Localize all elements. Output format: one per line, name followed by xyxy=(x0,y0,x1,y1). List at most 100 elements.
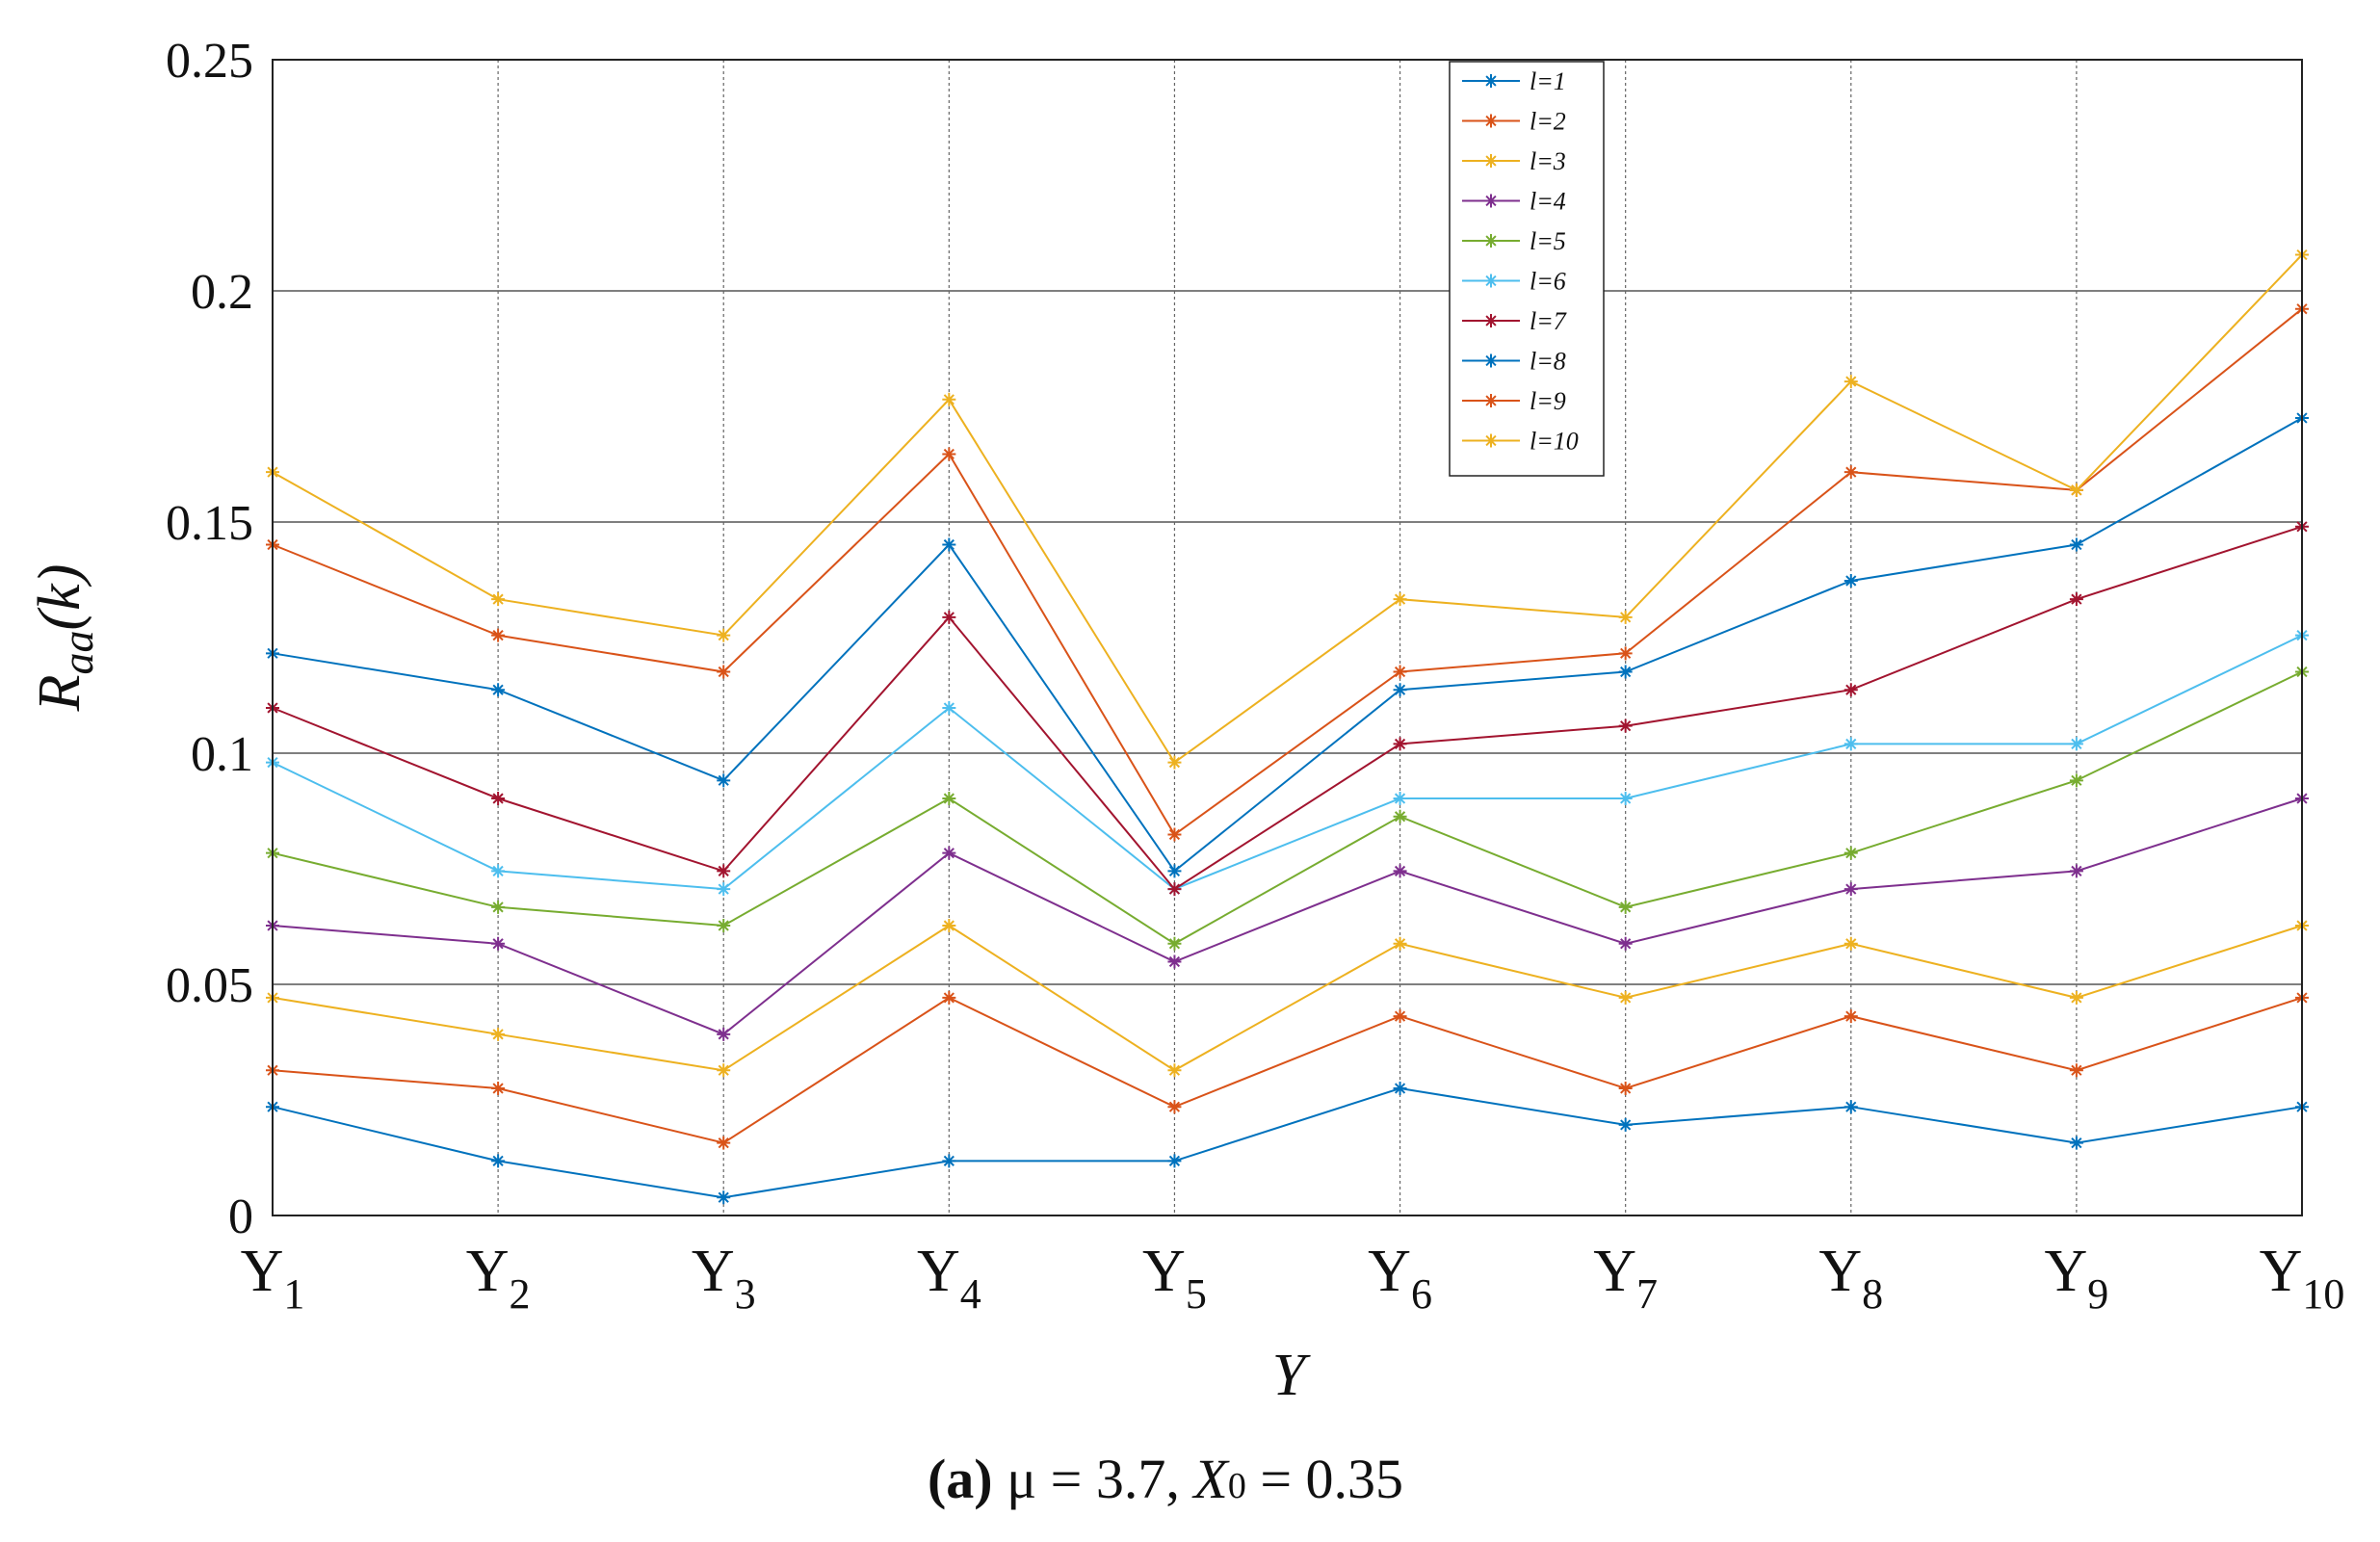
data-point xyxy=(1393,792,1407,806)
legend-swatch-marker xyxy=(1484,433,1498,448)
legend-swatch-marker xyxy=(1484,194,1498,208)
x-tick-label: Y10 xyxy=(2260,1239,2345,1318)
legend-swatch-marker xyxy=(1484,394,1498,407)
data-point xyxy=(2069,1063,2083,1078)
data-point xyxy=(491,1154,506,1168)
data-point xyxy=(942,610,956,624)
y-tick-label: 0 xyxy=(228,1189,253,1244)
data-point xyxy=(942,447,956,461)
x-tick-label: Y4 xyxy=(917,1239,981,1318)
y-axis-title-sub: aa xyxy=(53,630,102,674)
x-tick-label: Y3 xyxy=(692,1239,756,1318)
y-tick-label: 0.05 xyxy=(166,958,253,1013)
data-point xyxy=(1393,737,1407,751)
x-tick-sub: 5 xyxy=(1186,1270,1207,1318)
data-point xyxy=(2069,483,2083,497)
data-point xyxy=(717,1063,731,1078)
data-point xyxy=(1618,990,1633,1005)
data-point xyxy=(491,864,506,878)
data-point xyxy=(491,1082,506,1095)
x-tick-sub: 1 xyxy=(283,1270,304,1318)
x-tick-labels: Y1 Y2 Y3 Y4 Y5 Y6 Y7 Y8 Y9 Y10 xyxy=(241,1239,2345,1318)
data-point xyxy=(1167,936,1182,951)
caption-var: X xyxy=(1191,1448,1230,1510)
data-point xyxy=(1618,719,1633,733)
data-point xyxy=(491,683,506,697)
x-tick-base: Y xyxy=(466,1239,510,1304)
x-tick-label: Y1 xyxy=(241,1239,305,1318)
data-point xyxy=(1844,846,1858,860)
data-point xyxy=(942,919,956,933)
data-point xyxy=(1844,1009,1858,1024)
series-line xyxy=(272,417,2303,873)
legend-label: l=8 xyxy=(1530,348,1566,376)
legend-label: l=10 xyxy=(1530,428,1579,456)
x-tick-sub: 10 xyxy=(2302,1270,2344,1318)
data-point xyxy=(1393,665,1407,679)
legend-swatch-marker xyxy=(1484,114,1498,128)
x-tick-sub: 4 xyxy=(960,1270,981,1318)
data-point xyxy=(1393,1082,1407,1095)
series-line xyxy=(272,924,2303,1072)
legend-label: l=1 xyxy=(1530,67,1566,95)
data-point xyxy=(717,919,731,933)
data-point xyxy=(491,1027,506,1041)
legend-entry: l=7 xyxy=(1462,307,1567,335)
series-10 xyxy=(266,248,2309,770)
x-tick-label: Y9 xyxy=(2044,1239,2108,1318)
data-point xyxy=(717,1027,731,1041)
legend-entry: l=4 xyxy=(1462,188,1566,216)
data-point xyxy=(1167,954,1182,969)
data-point xyxy=(1844,737,1858,751)
data-point xyxy=(1618,665,1633,679)
x-tick-base: Y xyxy=(1142,1239,1186,1304)
x-tick-sub: 6 xyxy=(1411,1270,1432,1318)
x-tick-label: Y5 xyxy=(1142,1239,1207,1318)
data-point xyxy=(942,537,956,552)
y-axis-title-base: R xyxy=(27,674,92,712)
data-point xyxy=(1844,882,1858,897)
data-point xyxy=(2069,773,2083,788)
legend-box xyxy=(1449,61,1605,477)
data-point xyxy=(1167,1154,1182,1168)
caption-letter: (a) xyxy=(928,1448,993,1510)
y-tick-label: 0.1 xyxy=(191,727,253,782)
legend-label: l=6 xyxy=(1530,268,1566,296)
data-point xyxy=(717,628,731,642)
data-point xyxy=(1844,465,1858,480)
data-point xyxy=(717,1190,731,1205)
data-point xyxy=(491,628,506,642)
data-point xyxy=(2069,864,2083,878)
legend-swatch-marker xyxy=(1484,274,1498,288)
data-point xyxy=(1167,1063,1182,1078)
x-tick-base: Y xyxy=(241,1239,284,1304)
series-line xyxy=(272,525,2303,891)
data-point xyxy=(491,792,506,806)
data-point xyxy=(1167,755,1182,770)
data-point xyxy=(942,700,956,715)
legend-entry: l=3 xyxy=(1462,147,1566,175)
legend-entry: l=5 xyxy=(1462,227,1566,255)
series-line xyxy=(272,1086,2303,1199)
data-point xyxy=(717,773,731,788)
data-point xyxy=(2069,592,2083,607)
data-point xyxy=(1618,1117,1633,1132)
data-point xyxy=(1167,864,1182,878)
data-point xyxy=(2069,737,2083,751)
x-tick-base: Y xyxy=(2260,1239,2303,1304)
data-point xyxy=(1167,882,1182,897)
data-point xyxy=(1393,683,1407,697)
legend-swatch-marker xyxy=(1484,314,1498,327)
data-point xyxy=(1393,592,1407,607)
data-point xyxy=(491,592,506,607)
x-tick-base: Y xyxy=(692,1239,735,1304)
x-tick-base: Y xyxy=(1818,1239,1862,1304)
data-point xyxy=(1167,1100,1182,1114)
data-point xyxy=(1618,936,1633,951)
legend-entry: l=10 xyxy=(1462,428,1579,456)
data-point xyxy=(1618,646,1633,661)
legend-entry: l=1 xyxy=(1462,67,1566,95)
legend-swatch-marker xyxy=(1484,353,1498,368)
legend: l=1 l=2 l=3 l=4 l=5 l=6 l=7 l=8 l=9 l=10 xyxy=(1449,61,1605,477)
